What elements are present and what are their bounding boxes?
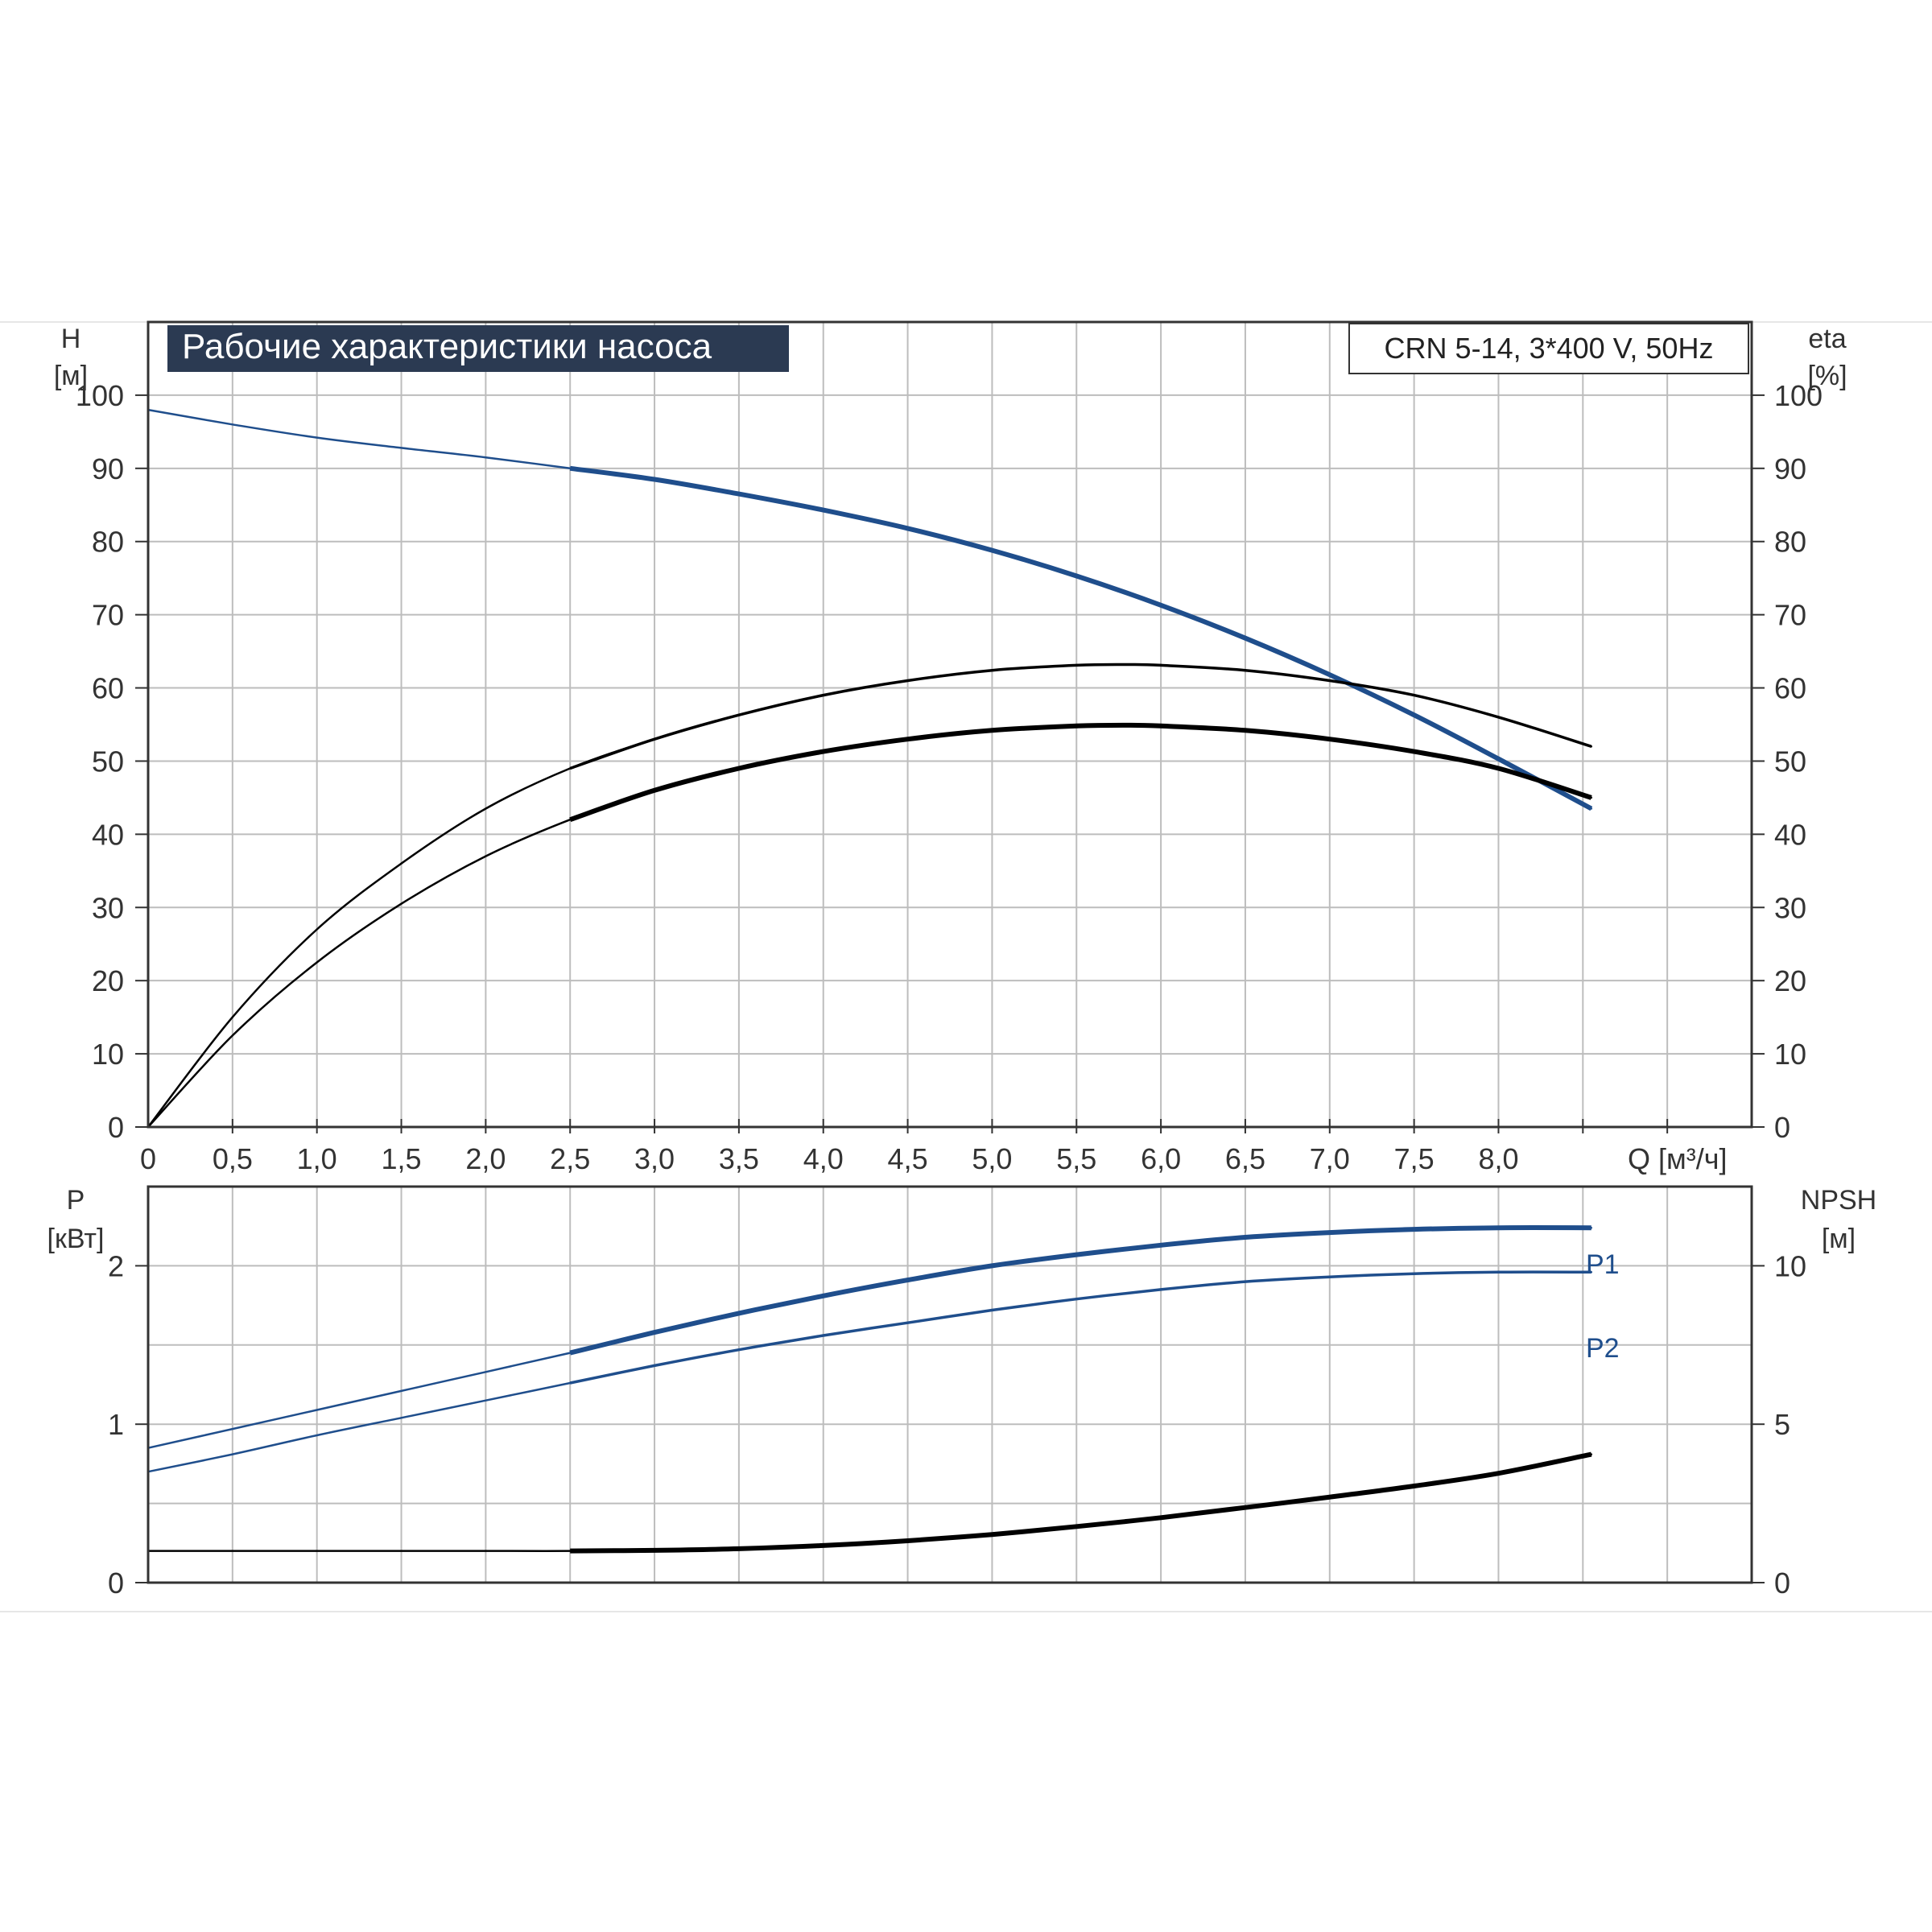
chart-title: Рабочие характеристики насоса (182, 327, 712, 366)
y-right-tick-label: 60 (1774, 672, 1806, 705)
npsh-tick-label: 0 (1774, 1567, 1790, 1600)
upper-grid (148, 321, 1752, 1127)
y-left-tick-label: 80 (92, 526, 124, 559)
x-tick-label: 5,0 (972, 1142, 1012, 1175)
p2-curve-operating (569, 1270, 1591, 1385)
npsh-tick-label: 5 (1774, 1408, 1790, 1441)
y-right-tick-label: 70 (1774, 599, 1806, 632)
x-tick-label: 6,0 (1141, 1142, 1181, 1175)
efficiency-curve-lower-operating (569, 722, 1592, 823)
y-right-tick-label: 10 (1774, 1038, 1806, 1071)
x-tick-label: 0,5 (213, 1142, 253, 1175)
head-curve-operating (569, 465, 1593, 811)
lower-series (147, 1225, 1593, 1554)
x-tick-label: 6,5 (1225, 1142, 1265, 1175)
series-label-p1: P1 (1586, 1249, 1620, 1280)
npsh-axis-unit: [м] (1822, 1224, 1856, 1254)
x-tick-label: 1,0 (297, 1142, 337, 1175)
y-right-tick-label: 80 (1774, 526, 1806, 559)
y-axis-left-unit: [м] (54, 361, 88, 391)
p-tick-label: 1 (108, 1408, 124, 1441)
lower-tick-labels: 0 1 2 0 5 10 (108, 1249, 1806, 1600)
x-tick-label: 3,0 (634, 1142, 675, 1175)
y-right-tick-label: 30 (1774, 891, 1806, 924)
x-tick-label: 7,0 (1310, 1142, 1350, 1175)
efficiency-curve-upper-full (147, 663, 1593, 1129)
y-left-tick-label: 60 (92, 672, 124, 705)
y-left-tick-label: 0 (108, 1111, 124, 1144)
p-axis-name: P (67, 1185, 85, 1216)
p1-curve-full (147, 1226, 1593, 1449)
npsh-axis-name: NPSH (1801, 1185, 1876, 1216)
y-left-tick-label: 30 (92, 891, 124, 924)
p-tick-label: 2 (108, 1249, 124, 1282)
upper-series (147, 408, 1593, 1129)
x-axis-label: Q [м³/ч] (1628, 1142, 1728, 1175)
p2-curve-full (147, 1270, 1593, 1473)
y-right-tick-label: 50 (1774, 745, 1806, 778)
series-label-p2: P2 (1586, 1333, 1620, 1364)
power-npsh-plot: 0 1 2 0 5 10 P [кВт] NPSH [м] P1 P2 (47, 1185, 1877, 1600)
lower-plot-frame (147, 1185, 1753, 1584)
x-tick-label: 1,5 (382, 1142, 422, 1175)
y-left-tick-label: 20 (92, 964, 124, 997)
model-box: CRN 5-14, 3*400 V, 50Hz (1348, 323, 1749, 374)
y-left-tick-label: 50 (92, 745, 124, 778)
p1-curve-operating (569, 1225, 1591, 1356)
y-left-tick-label: 100 (76, 379, 124, 412)
y-left-tick-label: 40 (92, 818, 124, 851)
efficiency-curve-upper-operating (569, 663, 1592, 770)
y-right-tick-label: 100 (1774, 379, 1823, 412)
p-axis-unit: [кВт] (47, 1224, 105, 1254)
y-right-tick-label: 90 (1774, 452, 1806, 485)
x-tick-label: 3,5 (719, 1142, 759, 1175)
efficiency-curve-lower-full (147, 724, 1593, 1129)
y-right-tick-label: 20 (1774, 964, 1806, 997)
y-left-tick-label: 10 (92, 1038, 124, 1071)
chart-subtitle: CRN 5-14, 3*400 V, 50Hz (1385, 332, 1714, 365)
title-box: Рабочие характеристики насоса (167, 325, 789, 372)
y-left-tick-label: 70 (92, 599, 124, 632)
x-tick-label: 2,5 (550, 1142, 590, 1175)
y-axis-right-name: eta (1808, 324, 1846, 354)
x-tick-label: 0 (140, 1142, 156, 1175)
npsh-tick-label: 10 (1774, 1249, 1806, 1282)
x-tick-label: 4,0 (803, 1142, 844, 1175)
x-tick-label: 4,5 (888, 1142, 928, 1175)
lower-grid (148, 1186, 1752, 1583)
y-axis-left-name: H (61, 324, 81, 354)
head-efficiency-plot: 0 0,5 1,0 1,5 2,0 2,5 3,0 3,5 4,0 4,5 5,0 5,5 6,0 6,5… (54, 320, 1847, 1175)
p-tick-label: 0 (108, 1567, 124, 1600)
upper-tick-labels: 0 0,5 1,0 1,5 2,0 2,5 3,0 3,5 4,0 4,5 5,0 5,5 6,0 6,5… (76, 379, 1823, 1175)
y-right-tick-label: 0 (1774, 1111, 1790, 1144)
y-left-tick-label: 90 (92, 452, 124, 485)
y-right-tick-label: 40 (1774, 818, 1806, 851)
x-tick-label: 8,0 (1478, 1142, 1518, 1175)
y-axis-right-unit: [%] (1807, 361, 1847, 391)
x-tick-label: 5,5 (1056, 1142, 1096, 1175)
npsh-curve-operating (570, 1451, 1592, 1554)
x-tick-label: 2,0 (465, 1142, 506, 1175)
x-tick-label: 7,5 (1394, 1142, 1435, 1175)
head-curve-full (147, 408, 1593, 810)
upper-plot-frame (147, 320, 1753, 1129)
